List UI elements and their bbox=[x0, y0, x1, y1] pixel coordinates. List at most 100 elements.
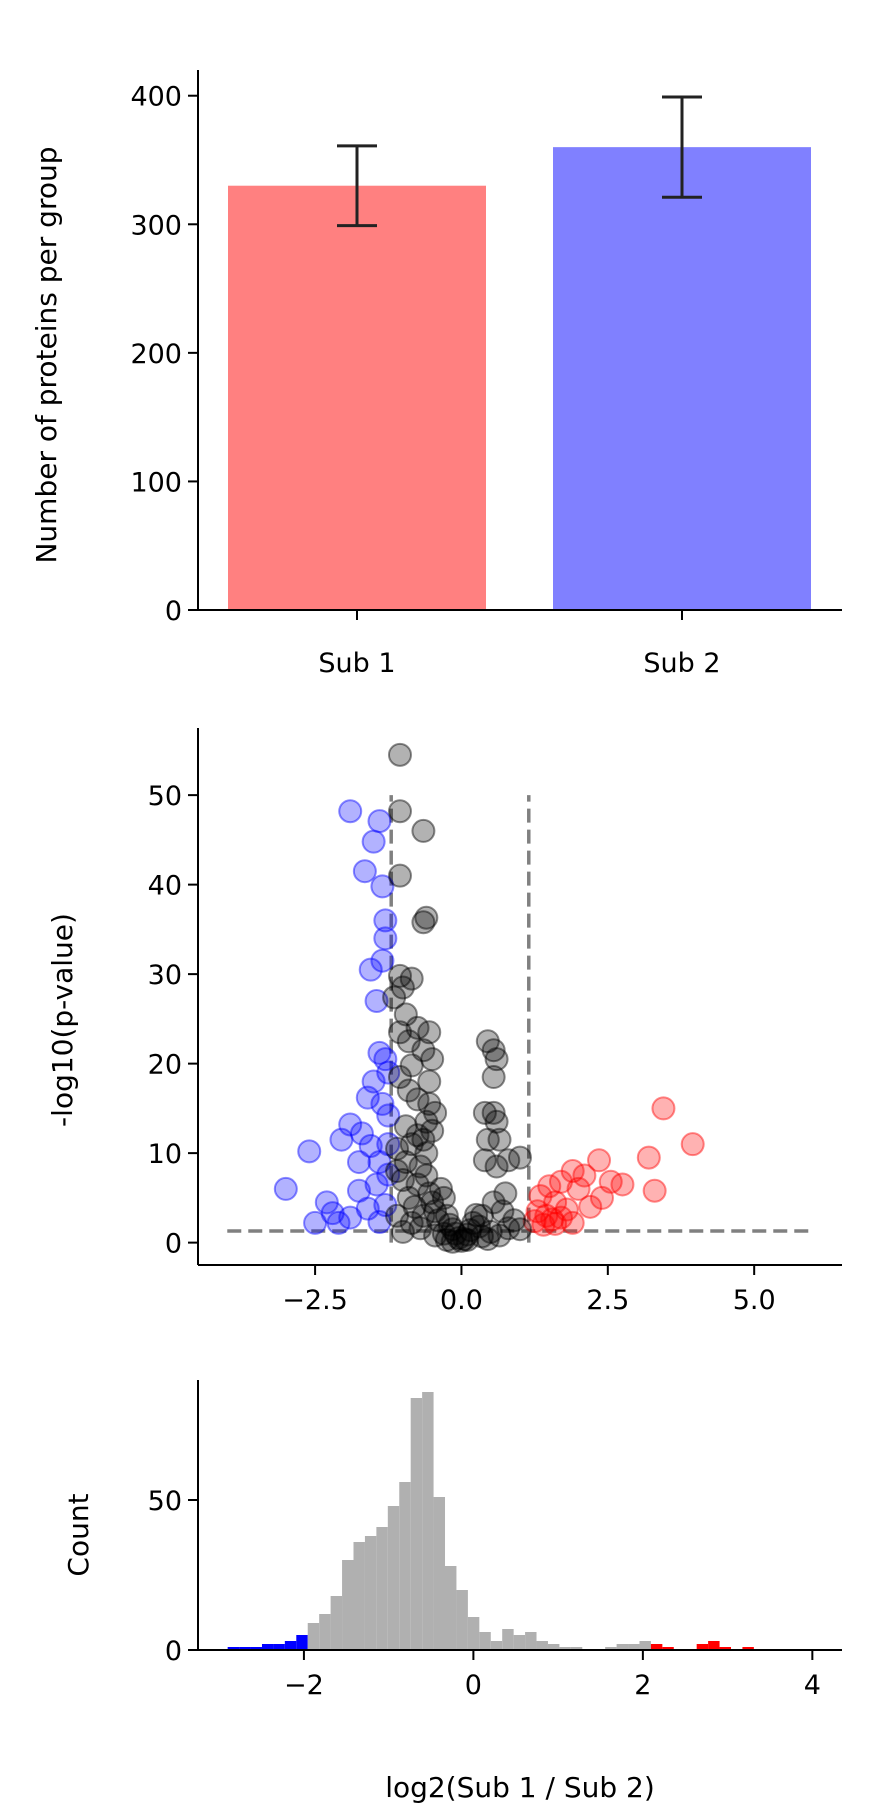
down-point bbox=[338, 1112, 363, 1137]
histogram-bar bbox=[364, 1536, 377, 1650]
volcano-ylabel: -log10(p-value) bbox=[46, 913, 79, 1127]
ns-point bbox=[461, 1210, 486, 1235]
down-point bbox=[352, 859, 377, 884]
bar-chart-ylabel: Number of proteins per group bbox=[30, 146, 63, 563]
down-point bbox=[320, 1201, 345, 1226]
histogram-bar bbox=[250, 1647, 262, 1650]
ns-point bbox=[390, 1219, 415, 1244]
down-point bbox=[367, 809, 392, 834]
histogram-bar bbox=[239, 1647, 251, 1650]
ns-point bbox=[481, 1038, 506, 1063]
histogram-bar bbox=[628, 1644, 640, 1650]
down-point bbox=[355, 1196, 380, 1221]
up-point bbox=[587, 1148, 612, 1173]
ns-point bbox=[481, 1100, 506, 1125]
histogram-xtick-label: 4 bbox=[804, 1670, 821, 1701]
histogram-panel: Count log2(Sub 1 / Sub 2) 0 50 −2 0 2 4 bbox=[62, 1380, 842, 1804]
histogram-bar bbox=[502, 1629, 514, 1650]
ns-point bbox=[487, 1127, 512, 1152]
ns-point bbox=[452, 1227, 477, 1252]
histogram-xtick-label: 2 bbox=[634, 1670, 651, 1701]
ns-point bbox=[414, 1109, 439, 1134]
ns-point bbox=[396, 1029, 421, 1054]
volcano-ytick-label: 10 bbox=[148, 1139, 182, 1170]
histogram-xlabel: log2(Sub 1 / Sub 2) bbox=[385, 1771, 655, 1804]
down-point bbox=[358, 1133, 383, 1158]
ns-point bbox=[469, 1203, 494, 1228]
ns-point bbox=[408, 1154, 433, 1179]
histogram-bar bbox=[273, 1644, 285, 1650]
up-point bbox=[548, 1205, 573, 1230]
up-point bbox=[589, 1185, 614, 1210]
ns-point bbox=[396, 1185, 421, 1210]
volcano-plot-area: 0 10 20 30 40 50 −2.5 0.0 2.5 5.0 bbox=[148, 728, 842, 1316]
bar-chart-plot-area: 0 100 200 300 400 bbox=[130, 70, 842, 627]
ns-point bbox=[393, 1002, 418, 1027]
down-point bbox=[361, 829, 386, 854]
ns-point bbox=[440, 1217, 465, 1242]
histogram-bar bbox=[227, 1647, 240, 1650]
ns-point bbox=[382, 985, 407, 1010]
ns-point bbox=[508, 1217, 532, 1242]
histogram-bar bbox=[650, 1644, 663, 1650]
ns-point bbox=[481, 1190, 506, 1215]
ns-point bbox=[414, 1141, 439, 1166]
ns-point bbox=[411, 1127, 436, 1152]
ns-point bbox=[475, 1227, 500, 1252]
down-point bbox=[297, 1139, 322, 1164]
ns-point bbox=[467, 1214, 492, 1239]
histogram-bar bbox=[399, 1482, 411, 1650]
volcano-xtick-label: 5.0 bbox=[733, 1285, 776, 1316]
down-point bbox=[376, 1103, 401, 1128]
ns-point bbox=[464, 1202, 489, 1227]
ns-point bbox=[405, 1087, 430, 1112]
down-point bbox=[338, 1205, 363, 1230]
down-point bbox=[314, 1190, 339, 1215]
ns-point bbox=[472, 1148, 497, 1173]
down-point bbox=[347, 1150, 371, 1175]
ns-point bbox=[387, 963, 412, 988]
ns-point bbox=[390, 1167, 415, 1192]
histogram-bar bbox=[547, 1644, 560, 1650]
ns-point bbox=[431, 1185, 456, 1210]
bar-ytick-label: 0 bbox=[165, 596, 182, 627]
up-point bbox=[560, 1210, 585, 1235]
ns-point bbox=[420, 1047, 445, 1072]
volcano-ytick-label: 0 bbox=[165, 1229, 182, 1260]
histogram-ylabel: Count bbox=[62, 1493, 95, 1576]
histogram-bar bbox=[742, 1647, 754, 1650]
ns-point bbox=[431, 1221, 456, 1246]
down-point bbox=[370, 874, 395, 899]
down-point bbox=[361, 1069, 386, 1094]
ns-point bbox=[434, 1227, 459, 1252]
ns-point bbox=[469, 1224, 494, 1249]
down-point bbox=[373, 926, 398, 951]
up-point bbox=[636, 1145, 661, 1170]
bar-ytick-label: 400 bbox=[130, 82, 182, 113]
ns-point bbox=[399, 1210, 424, 1235]
down-point bbox=[303, 1210, 328, 1235]
ns-point bbox=[387, 1020, 412, 1045]
ns-point bbox=[472, 1100, 497, 1125]
up-point bbox=[578, 1194, 603, 1219]
ns-point bbox=[449, 1228, 474, 1253]
up-point bbox=[543, 1211, 568, 1236]
down-point bbox=[367, 1150, 392, 1175]
ns-point bbox=[411, 1038, 436, 1063]
ns-point bbox=[405, 1172, 430, 1197]
histogram-bar bbox=[330, 1596, 343, 1650]
down-point bbox=[326, 1210, 351, 1235]
histogram-bar bbox=[719, 1647, 731, 1650]
bar-ytick-label: 300 bbox=[130, 210, 182, 241]
up-point bbox=[680, 1132, 705, 1157]
down-point bbox=[349, 1121, 374, 1146]
histogram-bar bbox=[376, 1527, 388, 1650]
down-point bbox=[373, 908, 398, 933]
down-point bbox=[376, 1162, 401, 1187]
ns-point bbox=[405, 1015, 430, 1040]
histogram-bar bbox=[479, 1632, 491, 1650]
histogram-bar bbox=[307, 1623, 320, 1650]
histogram-bar bbox=[342, 1560, 354, 1650]
down-point bbox=[347, 1178, 371, 1203]
